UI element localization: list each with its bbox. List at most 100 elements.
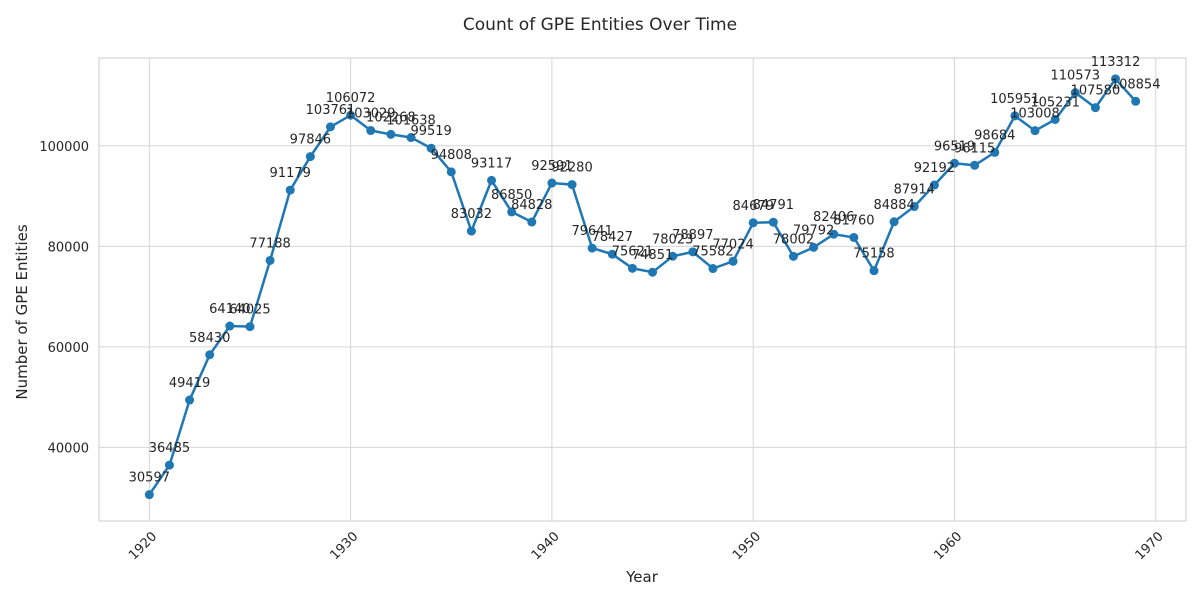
data-point bbox=[950, 158, 960, 168]
data-point bbox=[225, 321, 235, 331]
x-axis-ticks: 1920 1930 1940 1950 1960 1970 bbox=[126, 529, 1166, 563]
data-point bbox=[728, 256, 738, 266]
data-point bbox=[245, 322, 255, 332]
data-point bbox=[164, 460, 174, 470]
data-point bbox=[1090, 103, 1100, 113]
y-axis-ticks: 40000 60000 80000 100000 bbox=[39, 140, 89, 457]
data-label: 87914 bbox=[894, 183, 935, 198]
x-tick-label: 1930 bbox=[327, 529, 361, 563]
data-label: 77188 bbox=[249, 236, 290, 251]
data-label: 36485 bbox=[149, 441, 190, 456]
data-point bbox=[708, 264, 718, 274]
data-label: 78002 bbox=[773, 232, 814, 247]
data-label: 97846 bbox=[290, 133, 331, 148]
data-point bbox=[547, 178, 557, 188]
data-label: 83032 bbox=[451, 207, 492, 222]
data-point bbox=[205, 350, 215, 360]
data-label: 92280 bbox=[551, 161, 592, 176]
data-label: 82406 bbox=[813, 210, 854, 225]
data-label: 103029 bbox=[346, 107, 396, 122]
y-tick-label: 100000 bbox=[39, 140, 89, 155]
data-label: 113312 bbox=[1091, 55, 1141, 70]
data-point bbox=[607, 249, 617, 259]
x-tick-label: 1920 bbox=[126, 529, 160, 563]
data-label: 93117 bbox=[471, 156, 512, 171]
data-point bbox=[627, 263, 637, 273]
data-label: 49419 bbox=[169, 376, 210, 391]
data-point bbox=[1050, 114, 1060, 124]
data-label: 92192 bbox=[914, 161, 955, 176]
data-point bbox=[426, 143, 436, 153]
data-point bbox=[285, 185, 295, 195]
data-label: 30597 bbox=[129, 471, 170, 486]
data-label: 74851 bbox=[632, 248, 673, 263]
y-tick-label: 60000 bbox=[48, 341, 89, 356]
data-point bbox=[587, 243, 597, 253]
y-axis-label: Number of GPE Entities bbox=[13, 224, 31, 399]
data-label: 98684 bbox=[974, 128, 1015, 143]
data-point bbox=[446, 167, 456, 177]
data-label: 75158 bbox=[853, 247, 894, 262]
y-tick-label: 40000 bbox=[48, 441, 89, 456]
data-point bbox=[1131, 96, 1141, 106]
data-label: 75582 bbox=[692, 245, 733, 260]
data-label: 81760 bbox=[833, 213, 874, 228]
x-axis-label: Year bbox=[625, 568, 659, 586]
chart-title: Count of GPE Entities Over Time bbox=[463, 15, 737, 35]
data-label: 101638 bbox=[386, 114, 436, 129]
data-point bbox=[527, 217, 537, 227]
data-label: 77024 bbox=[712, 237, 753, 252]
data-point bbox=[1070, 88, 1080, 98]
data-label: 79792 bbox=[793, 223, 834, 238]
data-label: 102268 bbox=[366, 110, 416, 125]
data-label: 75621 bbox=[612, 244, 653, 259]
data-point bbox=[144, 490, 154, 500]
data-point bbox=[366, 126, 376, 136]
data-point bbox=[990, 147, 1000, 157]
data-label: 105231 bbox=[1030, 95, 1080, 110]
data-label: 103761 bbox=[306, 103, 356, 118]
x-tick-label: 1970 bbox=[1133, 529, 1167, 563]
data-label: 84679 bbox=[733, 199, 774, 214]
data-label: 107580 bbox=[1071, 84, 1121, 99]
data-point bbox=[487, 175, 497, 185]
data-label: 64140 bbox=[209, 302, 250, 317]
data-points bbox=[144, 74, 1141, 500]
data-label: 84828 bbox=[511, 198, 552, 213]
data-label: 84884 bbox=[873, 198, 914, 213]
data-point bbox=[1030, 126, 1040, 136]
data-point bbox=[567, 180, 577, 190]
data-point bbox=[929, 180, 939, 190]
data-point bbox=[386, 129, 396, 139]
data-label: 108854 bbox=[1111, 77, 1161, 92]
data-point bbox=[849, 232, 859, 242]
data-label: 103008 bbox=[1010, 107, 1060, 122]
data-point bbox=[869, 266, 879, 276]
data-point bbox=[768, 217, 778, 227]
data-point bbox=[809, 242, 819, 252]
data-point bbox=[1111, 74, 1121, 84]
data-label: 91179 bbox=[270, 166, 311, 181]
data-point bbox=[788, 251, 798, 261]
x-tick-label: 1960 bbox=[931, 529, 965, 563]
grid bbox=[99, 58, 1186, 521]
data-point bbox=[466, 226, 476, 236]
data-label: 110573 bbox=[1050, 69, 1100, 84]
data-label: 79641 bbox=[571, 224, 612, 239]
data-point bbox=[688, 247, 698, 257]
x-tick-label: 1940 bbox=[529, 529, 563, 563]
data-point bbox=[668, 251, 678, 261]
y-tick-label: 80000 bbox=[48, 240, 89, 255]
data-label: 84791 bbox=[753, 198, 794, 213]
plot-frame bbox=[98, 57, 1187, 522]
x-tick-label: 1950 bbox=[730, 529, 764, 563]
data-label: 94808 bbox=[431, 148, 472, 163]
data-label: 78427 bbox=[592, 230, 633, 245]
data-label: 106072 bbox=[326, 91, 376, 106]
data-label: 96519 bbox=[934, 139, 975, 154]
data-point bbox=[748, 218, 758, 228]
data-label: 96115 bbox=[954, 141, 995, 156]
data-point bbox=[346, 110, 356, 120]
